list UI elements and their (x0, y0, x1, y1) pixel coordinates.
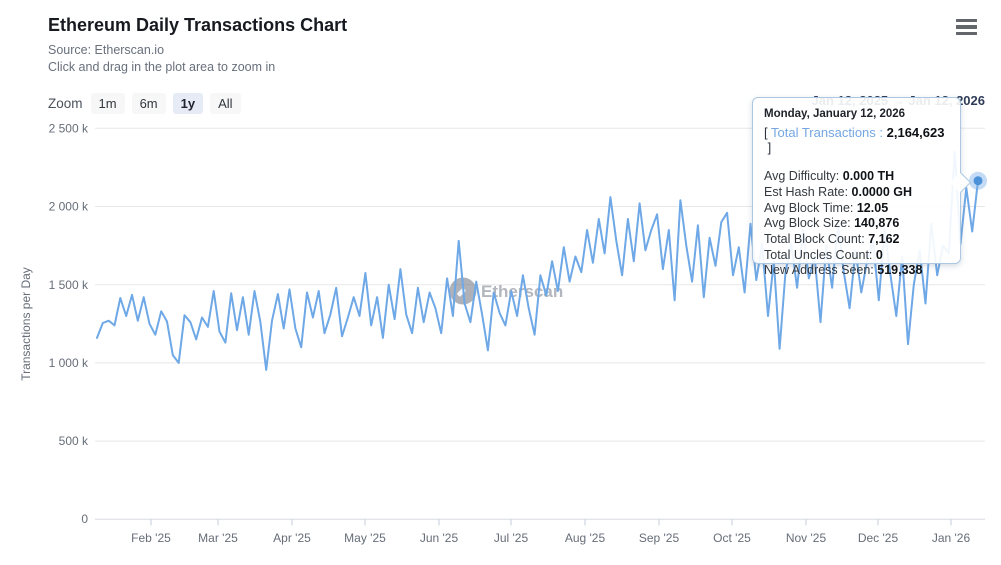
x-tick-label: Apr '25 (273, 531, 311, 545)
total-transactions-series-line (96, 150, 979, 371)
zoom-button-all[interactable]: All (210, 92, 241, 114)
tooltip-row-label: Avg Block Time: (764, 200, 857, 215)
x-axis-ticks (150, 519, 952, 526)
selected-data-point[interactable] (973, 176, 983, 186)
chart-source: Source: Etherscan.io (48, 43, 165, 57)
tooltip-row-value: 0.000 TH (842, 169, 895, 184)
tooltip-row-avg-block-size: Avg Block Size: 140,876 (764, 216, 949, 232)
tooltip-row-avg-block-time: Avg Block Time: 12.05 (764, 201, 949, 217)
tooltip-row-total-block-count: Total Block Count: 7,162 (764, 232, 949, 248)
tooltip-total-label: Total Transactions (771, 124, 876, 140)
zoom-button-1m[interactable]: 1m (90, 92, 125, 114)
tooltip-row-new-address-seen: New Address Seen: 519,338 (764, 263, 949, 279)
tooltip-row-value: 140,876 (854, 216, 900, 231)
y-tick-label: 1 500 k (49, 278, 89, 292)
tooltip-row-value: 12.05 (856, 200, 889, 215)
page-title: Ethereum Daily Transactions Chart (48, 15, 348, 35)
y-tick-label: 1 000 k (49, 356, 89, 370)
x-tick-label: Oct '25 (713, 531, 751, 545)
y-tick-label: 2 500 k (49, 122, 89, 136)
tooltip-row-value: 0 (875, 247, 883, 262)
x-tick-label: Jul '25 (494, 531, 529, 545)
tooltip-row-value: 519,338 (877, 263, 923, 278)
tooltip-row-label: Total Block Count: (764, 231, 869, 246)
tooltip-row-value: 7,162 (868, 231, 900, 246)
tooltip-total-separator: : (875, 124, 887, 140)
x-tick-label: Mar '25 (198, 531, 238, 545)
tooltip-row-label: Est Hash Rate: (764, 184, 852, 199)
x-tick-label: Jan '26 (932, 531, 971, 545)
tooltip-row-value: 0.0000 GH (851, 184, 913, 199)
chart-zoom-hint: Click and drag in the plot area to zoom … (48, 60, 276, 74)
x-tick-label: Jun '25 (420, 531, 459, 545)
tooltip-row-label: Avg Block Size: (764, 216, 855, 231)
tooltip-row-est-hash-rate: Est Hash Rate: 0.0000 GH (764, 185, 949, 201)
tooltip-row-total-uncles-count: Total Uncles Count: 0 (764, 248, 949, 264)
y-axis-labels: 0 500 k 1 000 k 1 500 k 2 000 k 2 500 k (49, 122, 89, 527)
x-tick-label: Nov '25 (786, 531, 827, 545)
x-tick-label: Dec '25 (858, 531, 899, 545)
zoom-button-6m[interactable]: 6m (131, 92, 166, 114)
hamburger-icon (956, 19, 977, 23)
hamburger-icon (956, 31, 977, 35)
tooltip-bracket-close: ] (764, 140, 772, 156)
tooltip-total-value: 2,164,623 (886, 124, 945, 140)
tooltip-row-label: Avg Difficulty: (764, 169, 843, 184)
tooltip-row-avg-difficulty: Avg Difficulty: 0.000 TH (764, 169, 949, 185)
y-tick-label: 0 (81, 512, 88, 526)
y-tick-label: 2 000 k (49, 200, 89, 214)
x-tick-label: Feb '25 (131, 531, 171, 545)
chart-tooltip: Monday, January 12, 2026 [ Total Transac… (752, 97, 972, 277)
zoom-range-selector: Zoom 1m 6m 1y All (48, 91, 241, 115)
tooltip-total-transactions: [ Total Transactions : 2,164,623 ] (764, 125, 949, 156)
x-tick-label: May '25 (344, 531, 386, 545)
y-tick-label: 500 k (59, 434, 89, 448)
x-axis-labels: Feb '25 Mar '25 Apr '25 May '25 Jun '25 … (131, 531, 970, 545)
tooltip-row-label: New Address Seen: (764, 263, 878, 278)
tooltip-row-label: Total Uncles Count: (764, 247, 876, 262)
zoom-label: Zoom (48, 95, 83, 111)
zoom-button-1y[interactable]: 1y (172, 92, 204, 114)
x-tick-label: Aug '25 (565, 531, 606, 545)
hamburger-icon (956, 25, 977, 29)
chart-context-menu-button[interactable] (956, 19, 977, 35)
tooltip-date: Monday, January 12, 2026 (764, 108, 906, 120)
tooltip-bracket-open: [ (764, 124, 771, 140)
x-tick-label: Sep '25 (639, 531, 680, 545)
y-axis-title: Transactions per Day (19, 267, 33, 381)
watermark-text: Etherscan (481, 282, 563, 301)
